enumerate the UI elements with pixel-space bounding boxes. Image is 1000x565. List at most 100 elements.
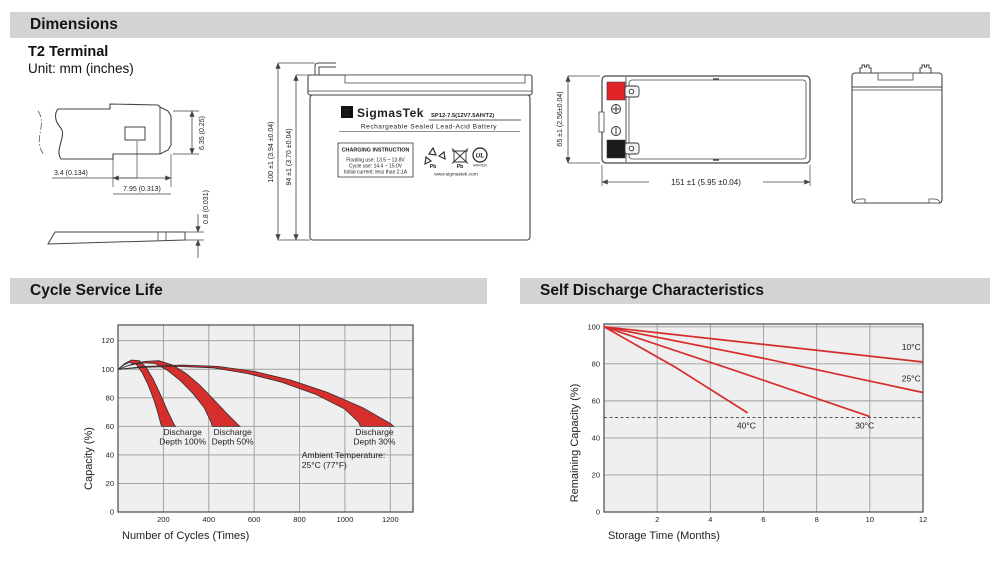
x-tick-label: 600: [248, 515, 261, 524]
series-line-25°C: [603, 325, 924, 394]
band-label: Discharge: [355, 427, 394, 437]
y-tick-label: 0: [596, 508, 600, 517]
series-label: 40°C: [737, 421, 756, 431]
band-label: Discharge: [213, 427, 252, 437]
series-line-10°C: [603, 325, 924, 363]
model-number: SP12-7.5(12V7.5AH/T2): [431, 113, 494, 119]
battery-type-line: Rechargeable Sealed Lead-Acid Battery: [361, 124, 497, 131]
series-label: 25°C: [902, 373, 921, 383]
y-tick-label: 80: [106, 393, 114, 402]
x-axis-title: Number of Cycles (Times): [122, 530, 249, 542]
band-label: Depth 100%: [159, 436, 206, 446]
x-tick-label: 1200: [382, 515, 399, 524]
battery-top-view-drawing: 65 ±1 (2.56±0.04) 151 ±1 (5.95 ±0.04): [557, 75, 811, 187]
negative-terminal-marker: [607, 140, 625, 158]
dimensions-section-header: Dimensions: [10, 12, 990, 38]
lid-recess: [345, 75, 525, 83]
dim-width-label: 7.95 (0.313): [123, 186, 161, 193]
x-tick-label: 4: [708, 515, 712, 524]
annotation-text: 25°C (77°F): [302, 460, 347, 470]
terminal-detail-drawing: 6.35 (0.25) 3.4 (0.134) 7.95 (0.313) 0.8…: [18, 95, 210, 265]
terminal-hole: [125, 127, 145, 140]
annotation-text: Ambient Temperature:: [302, 450, 385, 460]
y-tick-label: 60: [592, 396, 600, 405]
dim-height-label: 6.35 (0.25): [199, 116, 206, 150]
battery-front-view-drawing: 100 ±1 (3.94 ±0.04) 94 ±1 (3.70 ±0.04) Σ…: [268, 62, 543, 241]
band-label: Discharge: [164, 427, 203, 437]
series-label: 10°C: [902, 342, 921, 352]
x-tick-label: 8: [815, 515, 819, 524]
top-view-lid-panel: [629, 80, 806, 159]
self-discharge-chart: 10°C 25°C 30°C 40°C 2 4 6 8 10 12 0 20 40 60 80 100 Stor…: [569, 322, 927, 542]
svg-text:UL: UL: [476, 153, 485, 160]
dim-width-label: 65 ±1 (2.56±0.04): [557, 91, 564, 146]
plot-border: [117, 324, 414, 513]
series-line-40°C: [603, 326, 749, 414]
recycle-pb-icon: Pb: [425, 148, 445, 170]
band-label: Depth 30%: [353, 436, 395, 446]
y-tick-label: 40: [592, 433, 600, 442]
y-tick-label: 0: [110, 508, 114, 517]
x-tick-label: 2: [655, 515, 659, 524]
y-tick-label: 100: [101, 365, 114, 374]
charging-instruction-box: [338, 143, 413, 177]
foot-left: [854, 199, 865, 203]
plus-symbol-icon: [611, 104, 621, 114]
battery-side-view-drawing: [845, 56, 1000, 241]
side-notch: [599, 112, 604, 132]
series-label: 30°C: [855, 421, 874, 431]
dim-hole-label: 3.4 (0.134): [54, 170, 88, 177]
dim-thickness-label: 0.8 (0.031): [203, 190, 210, 224]
band-label: Depth 50%: [212, 436, 254, 446]
front-terminal-tab: [315, 63, 336, 75]
x-tick-label: 12: [919, 515, 927, 524]
brand-name: SigmasTek: [357, 106, 424, 120]
y-tick-label: 80: [592, 359, 600, 368]
vent-symbol-icon: [611, 126, 621, 136]
positive-faston-tab: [625, 86, 639, 97]
y-tick-label: 60: [106, 422, 114, 431]
trash-pb-icon: Pb: [452, 149, 468, 170]
positive-terminal-marker: [607, 82, 625, 100]
terminal-type-label: T2 Terminal: [28, 44, 109, 60]
website-text: www.sigmastek.com: [434, 172, 477, 178]
x-tick-label: 6: [761, 515, 765, 524]
side-terminal-right: [920, 65, 931, 73]
y-tick-label: 100: [587, 322, 600, 331]
side-terminal-left: [860, 65, 871, 73]
x-axis-title: Storage Time (Months): [608, 530, 720, 542]
terminal-side-strip: [48, 232, 185, 244]
x-tick-label: 800: [293, 515, 306, 524]
lid-recess: [878, 73, 913, 80]
y-axis-title: Remaining Capacity (%): [569, 384, 581, 503]
dim-case-height-label: 94 ±1 (3.70 ±0.04): [286, 128, 293, 185]
y-axis-title: Capacity (%): [83, 427, 95, 490]
terminal-tab-outline: [56, 104, 171, 159]
band-Discharge Depth 30%: [117, 364, 395, 427]
svg-text:Pb: Pb: [430, 164, 437, 170]
svg-text:Pb: Pb: [457, 164, 464, 170]
y-tick-label: 120: [101, 336, 114, 345]
brand-symbol: Σ: [344, 108, 350, 119]
y-tick-label: 20: [592, 470, 600, 479]
charging-floating: Floating use: 13.5 ~ 13.8V: [346, 158, 405, 164]
x-tick-label: 1000: [337, 515, 354, 524]
negative-faston-tab: [625, 143, 639, 154]
break-centerline: [38, 111, 44, 155]
unit-note: Unit: mm (inches): [28, 61, 134, 76]
x-tick-label: 200: [157, 515, 170, 524]
x-tick-label: 400: [203, 515, 216, 524]
charging-cycle: Cycle use: 14.4 ~ 15.0V: [349, 164, 403, 170]
ul-icon: UL MH47629: [472, 147, 488, 168]
foot-right: [929, 199, 940, 203]
series-line-30°C: [603, 325, 871, 418]
charging-title: CHARGING INSTRUCTION: [342, 148, 410, 154]
dim-total-height-label: 100 ±1 (3.94 ±0.04): [268, 121, 275, 182]
ul-number: MH47629: [473, 164, 487, 168]
y-tick-label: 20: [106, 479, 114, 488]
self-discharge-header: Self Discharge Characteristics: [520, 278, 990, 304]
charging-initial: Initial current: less than 2.1A: [344, 170, 408, 176]
y-tick-label: 40: [106, 450, 114, 459]
dim-length-label: 151 ±1 (5.95 ±0.04): [671, 178, 741, 187]
